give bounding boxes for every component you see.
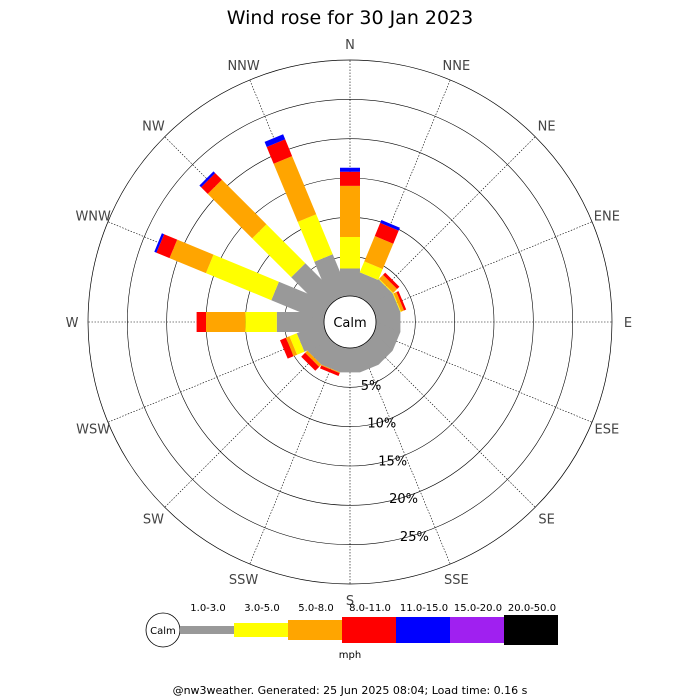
percent-label: 5% [361, 379, 382, 394]
legend-units: mph [339, 650, 361, 661]
direction-label: NNE [443, 59, 471, 74]
wind-bar-WNW-5.0-8.0 [169, 239, 214, 274]
wind-bar-WNW-8.0-11.0 [156, 234, 178, 259]
wind-bar-N-3.0-5.0 [340, 237, 360, 269]
direction-label: SE [538, 513, 554, 528]
wind-bar-NW-11.0-15.0 [199, 171, 216, 188]
direction-label: WNW [75, 210, 111, 225]
direction-label: W [66, 316, 79, 331]
wind-bar-ENE-5.0-8.0 [393, 292, 404, 312]
direction-label: NE [538, 119, 556, 134]
direction-label: E [624, 316, 632, 331]
direction-label: SW [143, 513, 164, 528]
percent-label: 25% [400, 530, 429, 545]
grid-spoke [249, 345, 341, 565]
legend-swatch-1.0-3.0 [180, 626, 234, 634]
grid-circle [127, 99, 573, 545]
wind-bar-NNW-1.0-3.0 [314, 254, 350, 302]
speed-legend: Calm 1.0-3.0 3.0-5.0 5.0-8.0 8.0-11.0 11.0-15… [145, 603, 558, 661]
grid-spoke [368, 136, 536, 304]
grid-spoke [359, 345, 451, 565]
direction-label: NW [142, 119, 165, 134]
wind-bars [154, 134, 407, 376]
wind-bar-SW-8.0-11.0 [301, 352, 320, 371]
direction-label: NNW [227, 59, 259, 74]
wind-bar-NNE-8.0-11.0 [374, 222, 399, 244]
grid-spoke [368, 340, 536, 508]
direction-label: S [346, 594, 354, 609]
direction-label: SSW [229, 573, 259, 588]
wind-bar-NW-8.0-11.0 [201, 173, 222, 194]
wind-bar-NE-3.0-5.0 [378, 278, 394, 294]
legend-label: 11.0-15.0 [400, 603, 448, 614]
legend-swatch-20.0-50.0 [504, 615, 558, 645]
legend-label: 1.0-3.0 [190, 603, 225, 614]
direction-label: N [345, 38, 355, 53]
wind-bar-NNW-5.0-8.0 [273, 156, 317, 222]
wind-bar-WNW-3.0-5.0 [205, 254, 279, 301]
legend-label: 15.0-20.0 [454, 603, 502, 614]
chart-title: Wind rose for 30 Jan 2023 [227, 7, 474, 29]
grid-outer-circle [87, 59, 613, 585]
wind-bar-NE-5.0-8.0 [379, 274, 398, 293]
percent-label: 20% [389, 492, 418, 507]
legend-label: 20.0-50.0 [508, 603, 556, 614]
direction-label: ENE [594, 210, 620, 225]
calm-circle [323, 295, 377, 349]
wind-bar-WSW-5.0-8.0 [285, 336, 298, 357]
wind-bar-NNE-11.0-15.0 [380, 220, 400, 231]
wind-bar-NW-1.0-3.0 [291, 263, 339, 311]
wind-bar-SSW-8.0-11.0 [320, 365, 340, 376]
wind-bar-WNW-11.0-15.0 [154, 233, 165, 253]
wind-bar-ENE-8.0-11.0 [396, 291, 407, 311]
wind-bar-N-11.0-15.0 [340, 167, 360, 172]
wind-bar-W-8.0-11.0 [196, 312, 206, 332]
wind-bar-SE-1.0-3.0 [361, 333, 393, 365]
legend-swatch-3.0-5.0 [234, 623, 288, 637]
legend-swatch-11.0-15.0 [396, 617, 450, 643]
wind-bar-NNW-3.0-5.0 [297, 214, 333, 262]
footer-text: @nw3weather. Generated: 25 Jun 2025 08:0… [173, 684, 528, 697]
legend-label: 3.0-5.0 [244, 603, 279, 614]
wind-bar-N-8.0-11.0 [340, 171, 360, 186]
legend-label: 5.0-8.0 [298, 603, 333, 614]
wind-bar-SSW-5.0-8.0 [321, 364, 340, 374]
wind-bar-ENE-3.0-5.0 [392, 293, 402, 312]
wind-bar-SW-5.0-8.0 [305, 350, 322, 367]
legend-calm-label: Calm [150, 626, 176, 637]
wind-bar-WSW-3.0-5.0 [289, 333, 305, 355]
calm-center: Calm [323, 295, 377, 349]
wind-bar-N-5.0-8.0 [340, 185, 360, 237]
wind-bar-NE-1.0-3.0 [361, 279, 393, 311]
wind-bar-NE-8.0-11.0 [383, 272, 400, 289]
wind-bar-NW-5.0-8.0 [207, 179, 267, 239]
calm-label: Calm [333, 316, 366, 331]
percent-label: 10% [367, 417, 396, 432]
wind-bar-NNE-5.0-8.0 [364, 236, 394, 270]
grid-spoke [373, 221, 593, 313]
percent-labels: 5% 10% 15% 20% 25% [361, 379, 429, 545]
wind-bar-W-3.0-5.0 [245, 312, 277, 332]
wind-bar-W-5.0-8.0 [206, 312, 246, 332]
direction-labels: N NNE NE ENE E ESE SE SSE S SSW SW WSW W WNW NW NNW [66, 38, 633, 609]
legend-swatch-5.0-8.0 [288, 620, 342, 640]
wind-bar-WSW-8.0-11.0 [280, 337, 294, 359]
direction-label: WSW [76, 422, 110, 437]
wind-bar-NNE-3.0-5.0 [359, 261, 383, 280]
legend-swatch-15.0-20.0 [450, 617, 504, 643]
percent-label: 15% [378, 454, 407, 469]
wind-bar-NNW-8.0-11.0 [266, 139, 293, 164]
direction-label: SSE [444, 573, 469, 588]
grid-spoke [164, 340, 332, 508]
wind-bar-NW-3.0-5.0 [252, 224, 306, 278]
legend-swatch-8.0-11.0 [342, 617, 396, 643]
wind-bar-WNW-1.0-3.0 [271, 281, 330, 322]
wind-bar-SW-1.0-3.0 [307, 333, 339, 365]
grid-spoke [373, 331, 593, 423]
direction-label: ESE [594, 422, 619, 437]
legend-label: 8.0-11.0 [349, 603, 391, 614]
wind-bar-NNW-11.0-15.0 [264, 134, 286, 147]
